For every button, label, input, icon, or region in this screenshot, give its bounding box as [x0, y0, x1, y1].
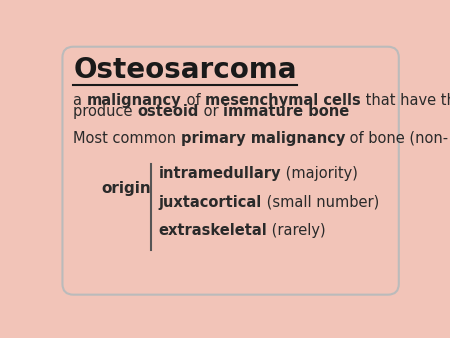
Text: (majority): (majority)	[281, 166, 358, 181]
Text: of bone (non- hematopoietic): of bone (non- hematopoietic)	[346, 131, 450, 146]
Text: juxtacortical: juxtacortical	[158, 195, 262, 210]
Text: primary malignancy: primary malignancy	[181, 131, 346, 146]
Text: extraskeletal: extraskeletal	[158, 223, 267, 238]
FancyBboxPatch shape	[63, 47, 399, 295]
Text: (rarely): (rarely)	[267, 223, 326, 238]
Text: origin: origin	[101, 182, 151, 196]
Text: that have the ability to: that have the ability to	[360, 93, 450, 108]
Text: produce: produce	[73, 104, 137, 119]
Text: immature bone: immature bone	[223, 104, 349, 119]
Text: or: or	[199, 104, 223, 119]
Text: mesenchymal cells: mesenchymal cells	[205, 93, 360, 108]
Text: a: a	[73, 93, 87, 108]
Text: osteoid: osteoid	[137, 104, 199, 119]
Text: intramedullary: intramedullary	[158, 166, 281, 181]
Text: Osteosarcoma: Osteosarcoma	[73, 56, 297, 84]
Text: Most common: Most common	[73, 131, 181, 146]
Text: (small number): (small number)	[262, 195, 379, 210]
Text: of: of	[181, 93, 205, 108]
Text: malignancy: malignancy	[87, 93, 181, 108]
